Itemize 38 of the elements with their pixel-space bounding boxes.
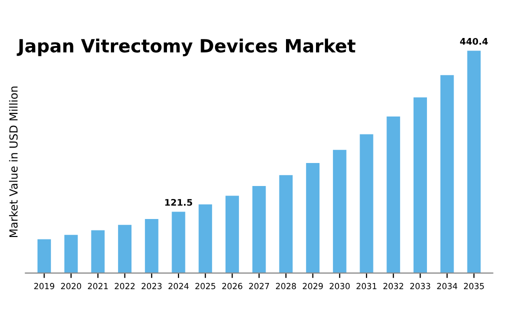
x-tick-label: 2021 — [88, 282, 108, 290]
x-tick-label: 2030 — [330, 282, 350, 290]
chart-title: Japan Vitrectomy Devices Market — [16, 38, 356, 56]
data-label: 121.5 — [165, 198, 192, 206]
bar — [360, 134, 374, 274]
y-axis-title: Market Value in USD Million — [9, 86, 18, 238]
x-tick-label: 2026 — [222, 282, 242, 290]
x-tick-label: 2029 — [302, 282, 323, 290]
bar — [172, 212, 186, 274]
bar — [332, 150, 346, 274]
x-tick-label: 2025 — [195, 282, 216, 290]
bar — [440, 75, 454, 274]
bar — [252, 186, 266, 274]
x-tick-label: 2020 — [61, 282, 82, 290]
x-tick-label: 2031 — [356, 282, 376, 290]
x-tick-label: 2034 — [437, 282, 458, 290]
x-tick-label: 2027 — [249, 282, 269, 290]
bar — [414, 97, 427, 274]
x-tick-label: 2028 — [276, 282, 296, 290]
x-tick-label: 2022 — [114, 282, 135, 290]
bar — [386, 116, 400, 274]
x-tick-label: 2033 — [410, 282, 430, 290]
bar — [91, 230, 105, 274]
x-tick-label: 2023 — [142, 282, 162, 290]
bar — [279, 175, 293, 274]
bar — [118, 224, 132, 274]
bar — [198, 204, 212, 274]
bar — [226, 196, 239, 274]
x-tick-label: 2024 — [168, 282, 189, 290]
bar — [306, 162, 320, 274]
x-tick-label: 2035 — [464, 282, 484, 290]
x-tick-label: 2032 — [383, 282, 404, 290]
bar — [144, 219, 158, 274]
bar — [37, 239, 51, 274]
bar — [64, 234, 78, 274]
bar — [467, 50, 481, 274]
x-tick-label: 2019 — [34, 282, 54, 290]
data-label: 440.4 — [460, 38, 488, 45]
